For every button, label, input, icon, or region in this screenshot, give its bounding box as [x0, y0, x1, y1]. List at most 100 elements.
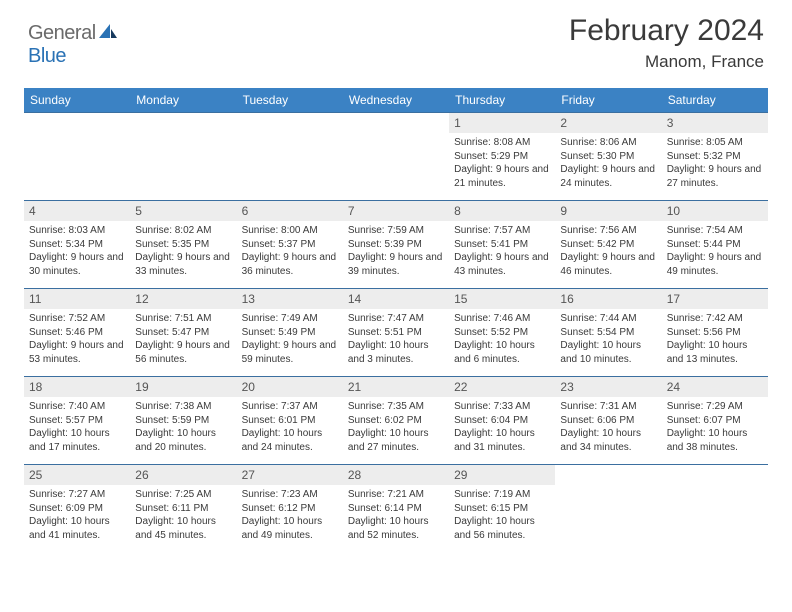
sunrise-value: 8:08 AM [494, 137, 531, 148]
sunset-label: Sunset: [242, 327, 279, 338]
sunset-value: 5:49 PM [278, 327, 315, 338]
sunrise-value: 7:19 AM [494, 489, 531, 500]
day-cell: 17Sunrise: 7:42 AMSunset: 5:56 PMDayligh… [662, 289, 768, 377]
sunrise-value: 7:40 AM [68, 401, 105, 412]
sunrise-value: 8:05 AM [706, 137, 743, 148]
sunset-value: 6:09 PM [66, 503, 103, 514]
day-cell: 5Sunrise: 8:02 AMSunset: 5:35 PMDaylight… [130, 201, 236, 289]
sunset-value: 6:12 PM [278, 503, 315, 514]
sunset-value: 6:14 PM [385, 503, 422, 514]
sunset-label: Sunset: [135, 503, 172, 514]
sunrise-value: 7:46 AM [494, 313, 531, 324]
sunrise-value: 7:56 AM [600, 225, 637, 236]
day-details: Sunrise: 7:27 AMSunset: 6:09 PMDaylight:… [24, 485, 130, 546]
daylight-label: Daylight: [560, 340, 602, 351]
day-details: Sunrise: 7:59 AMSunset: 5:39 PMDaylight:… [343, 221, 449, 282]
day-cell: 22Sunrise: 7:33 AMSunset: 6:04 PMDayligh… [449, 377, 555, 465]
day-details: Sunrise: 7:38 AMSunset: 5:59 PMDaylight:… [130, 397, 236, 458]
empty-cell [130, 113, 236, 201]
sunrise-value: 7:21 AM [387, 489, 424, 500]
day-details: Sunrise: 7:44 AMSunset: 5:54 PMDaylight:… [555, 309, 661, 370]
day-number: 2 [555, 113, 661, 133]
logo: General Blue [28, 14, 118, 68]
day-cell: 4Sunrise: 8:03 AMSunset: 5:34 PMDaylight… [24, 201, 130, 289]
sunrise-value: 7:33 AM [494, 401, 531, 412]
sunrise-value: 7:52 AM [68, 313, 105, 324]
sunrise-value: 7:23 AM [281, 489, 318, 500]
daylight-label: Daylight: [348, 516, 390, 527]
sunrise-value: 8:06 AM [600, 137, 637, 148]
location: Manom, France [569, 52, 764, 72]
sunrise-value: 7:44 AM [600, 313, 637, 324]
calendar-row: 25Sunrise: 7:27 AMSunset: 6:09 PMDayligh… [24, 465, 768, 553]
day-details: Sunrise: 7:57 AMSunset: 5:41 PMDaylight:… [449, 221, 555, 282]
daylight-label: Daylight: [667, 340, 709, 351]
day-cell: 11Sunrise: 7:52 AMSunset: 5:46 PMDayligh… [24, 289, 130, 377]
daylight-label: Daylight: [29, 252, 71, 263]
sunrise-value: 7:29 AM [706, 401, 743, 412]
sunrise-label: Sunrise: [135, 401, 174, 412]
day-number: 26 [130, 465, 236, 485]
daylight-label: Daylight: [242, 516, 284, 527]
day-number: 19 [130, 377, 236, 397]
day-details: Sunrise: 7:42 AMSunset: 5:56 PMDaylight:… [662, 309, 768, 370]
dow-header: Thursday [449, 88, 555, 113]
sunrise-label: Sunrise: [242, 225, 281, 236]
sunset-value: 5:44 PM [703, 239, 740, 250]
day-number: 20 [237, 377, 343, 397]
sunrise-value: 7:31 AM [600, 401, 637, 412]
sunset-label: Sunset: [135, 239, 172, 250]
day-cell: 25Sunrise: 7:27 AMSunset: 6:09 PMDayligh… [24, 465, 130, 553]
sunrise-label: Sunrise: [454, 225, 493, 236]
day-cell: 29Sunrise: 7:19 AMSunset: 6:15 PMDayligh… [449, 465, 555, 553]
sunset-label: Sunset: [135, 415, 172, 426]
day-details: Sunrise: 8:08 AMSunset: 5:29 PMDaylight:… [449, 133, 555, 194]
day-cell: 9Sunrise: 7:56 AMSunset: 5:42 PMDaylight… [555, 201, 661, 289]
calendar-row: 4Sunrise: 8:03 AMSunset: 5:34 PMDaylight… [24, 201, 768, 289]
sunset-label: Sunset: [454, 239, 491, 250]
day-details: Sunrise: 7:49 AMSunset: 5:49 PMDaylight:… [237, 309, 343, 370]
day-details: Sunrise: 8:05 AMSunset: 5:32 PMDaylight:… [662, 133, 768, 194]
sunset-value: 6:15 PM [491, 503, 528, 514]
sunrise-value: 8:03 AM [68, 225, 105, 236]
sunset-label: Sunset: [454, 327, 491, 338]
sunrise-label: Sunrise: [454, 401, 493, 412]
empty-cell [343, 113, 449, 201]
sunset-value: 5:46 PM [66, 327, 103, 338]
day-details: Sunrise: 7:52 AMSunset: 5:46 PMDaylight:… [24, 309, 130, 370]
day-cell: 16Sunrise: 7:44 AMSunset: 5:54 PMDayligh… [555, 289, 661, 377]
daylight-label: Daylight: [29, 516, 71, 527]
day-cell: 12Sunrise: 7:51 AMSunset: 5:47 PMDayligh… [130, 289, 236, 377]
sunrise-label: Sunrise: [560, 313, 599, 324]
day-details: Sunrise: 7:29 AMSunset: 6:07 PMDaylight:… [662, 397, 768, 458]
sunset-label: Sunset: [667, 151, 704, 162]
sunrise-label: Sunrise: [242, 401, 281, 412]
sunset-value: 5:57 PM [66, 415, 103, 426]
sunset-value: 5:39 PM [385, 239, 422, 250]
day-details: Sunrise: 7:51 AMSunset: 5:47 PMDaylight:… [130, 309, 236, 370]
sunrise-label: Sunrise: [667, 137, 706, 148]
day-number: 17 [662, 289, 768, 309]
sunset-value: 5:41 PM [491, 239, 528, 250]
sunset-value: 5:54 PM [597, 327, 634, 338]
daylight-label: Daylight: [454, 340, 496, 351]
sunrise-label: Sunrise: [135, 225, 174, 236]
sunset-value: 6:07 PM [703, 415, 740, 426]
sunrise-label: Sunrise: [348, 313, 387, 324]
day-details: Sunrise: 7:56 AMSunset: 5:42 PMDaylight:… [555, 221, 661, 282]
sunset-value: 5:56 PM [703, 327, 740, 338]
sunrise-value: 7:47 AM [387, 313, 424, 324]
day-cell: 26Sunrise: 7:25 AMSunset: 6:11 PMDayligh… [130, 465, 236, 553]
day-details: Sunrise: 7:35 AMSunset: 6:02 PMDaylight:… [343, 397, 449, 458]
calendar-row: 18Sunrise: 7:40 AMSunset: 5:57 PMDayligh… [24, 377, 768, 465]
sunset-label: Sunset: [667, 415, 704, 426]
day-details: Sunrise: 7:23 AMSunset: 6:12 PMDaylight:… [237, 485, 343, 546]
sunset-label: Sunset: [29, 327, 66, 338]
daylight-label: Daylight: [348, 252, 390, 263]
logo-text-blue: Blue [28, 45, 66, 67]
day-number: 10 [662, 201, 768, 221]
sunrise-label: Sunrise: [560, 225, 599, 236]
day-cell: 24Sunrise: 7:29 AMSunset: 6:07 PMDayligh… [662, 377, 768, 465]
day-cell: 3Sunrise: 8:05 AMSunset: 5:32 PMDaylight… [662, 113, 768, 201]
sunrise-value: 7:25 AM [175, 489, 212, 500]
